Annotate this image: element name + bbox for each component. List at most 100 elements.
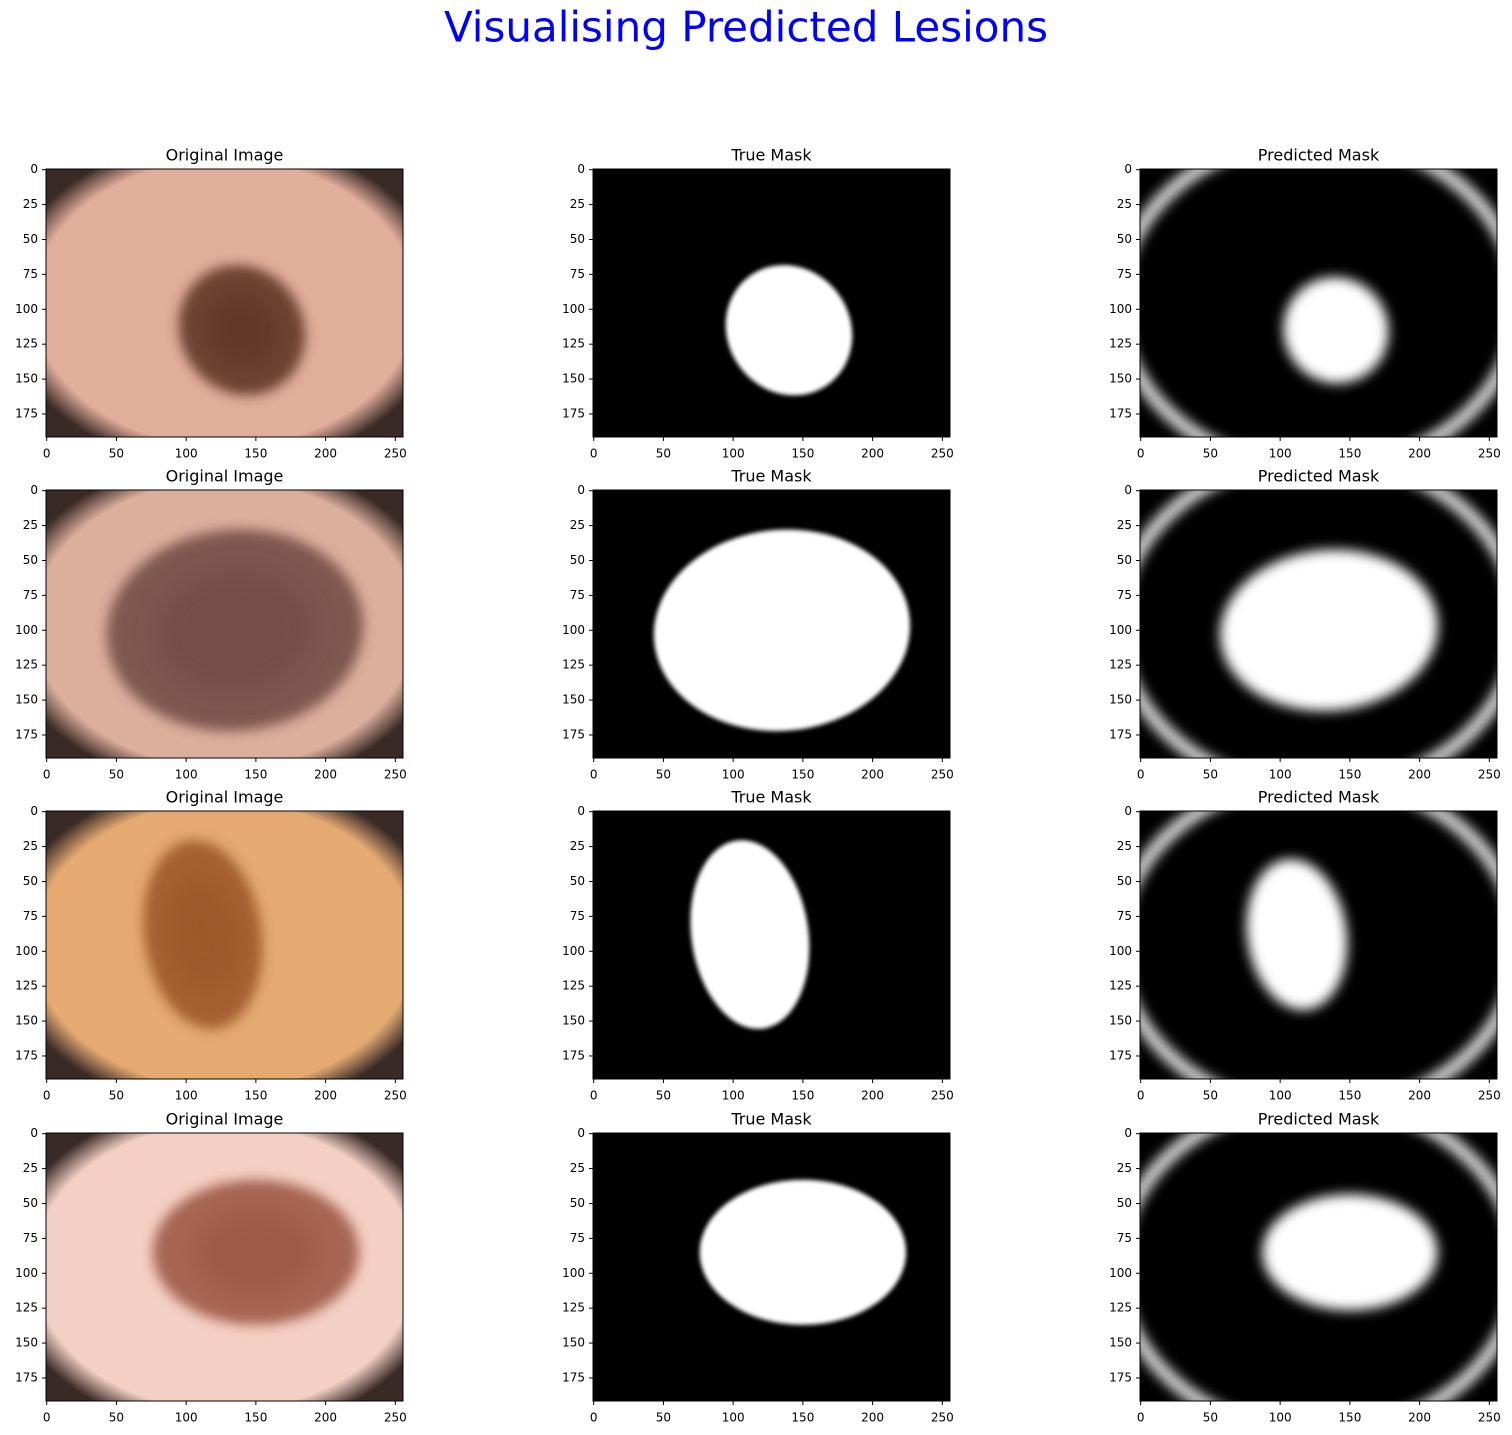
y-tick-label: 100 [15, 1266, 38, 1280]
y-tick-label: 150 [562, 1336, 585, 1350]
x-tick-label: 50 [656, 447, 671, 461]
y-tick-label: 25 [23, 839, 38, 853]
x-tick-label: 150 [791, 447, 814, 461]
axes-frame [45, 168, 404, 438]
y-tick-label: 150 [15, 1014, 38, 1028]
x-tick-label: 0 [590, 447, 598, 461]
y-tick-label: 75 [23, 1231, 38, 1245]
y-tick-label: 175 [562, 1370, 585, 1384]
y-tick-label: 25 [570, 518, 585, 532]
x-tick-label: 150 [791, 768, 814, 782]
subplot-title: True Mask [730, 788, 812, 807]
y-tick-label: 0 [1124, 804, 1132, 818]
x-tick-label: 150 [1338, 768, 1361, 782]
x-tick-label: 200 [1408, 447, 1431, 461]
x-tick-label: 0 [43, 1411, 51, 1425]
image [46, 1133, 403, 1401]
x-tick-label: 200 [861, 768, 884, 782]
x-tick-label: 100 [175, 768, 198, 782]
y-tick-label: 50 [1117, 874, 1132, 888]
y-tick-label: 100 [562, 1266, 585, 1280]
y-tick-label: 25 [1117, 197, 1132, 211]
x-tick-label: 150 [1338, 1089, 1361, 1103]
x-tick-label: 0 [43, 768, 51, 782]
y-tick-label: 150 [15, 372, 38, 386]
y-tick-label: 0 [577, 804, 585, 818]
x-tick-label: 250 [931, 1411, 954, 1425]
y-tick-label: 150 [562, 1014, 585, 1028]
x-tick-label: 200 [861, 1411, 884, 1425]
y-tick-label: 25 [570, 197, 585, 211]
mask-region [725, 265, 853, 396]
y-tick-label: 150 [15, 693, 38, 707]
x-tick-label: 0 [590, 1089, 598, 1103]
y-tick-label: 100 [562, 944, 585, 958]
y-tick-label: 125 [15, 979, 38, 993]
x-tick-label: 200 [861, 1089, 884, 1103]
x-tick-label: 50 [656, 1089, 671, 1103]
y-tick-label: 0 [1124, 1126, 1132, 1140]
x-tick-label: 0 [1137, 447, 1145, 461]
y-tick-label: 50 [23, 1196, 38, 1210]
y-tick-label: 75 [1117, 1231, 1132, 1245]
y-tick-label: 0 [30, 162, 38, 176]
subplot-title: Original Image [166, 146, 284, 165]
x-tick-label: 100 [1269, 1089, 1292, 1103]
axes-frame [1139, 810, 1498, 1080]
y-tick-label: 125 [1109, 658, 1132, 672]
y-tick-label: 25 [23, 1161, 38, 1175]
lesion-core [167, 877, 239, 992]
y-tick-label: 25 [570, 839, 585, 853]
y-tick-label: 175 [562, 1048, 585, 1062]
subplot-title: Original Image [166, 1110, 284, 1129]
x-tick-label: 150 [244, 1089, 267, 1103]
x-tick-label: 0 [590, 1411, 598, 1425]
x-tick-label: 250 [1478, 768, 1501, 782]
y-tick-label: 175 [15, 1048, 38, 1062]
x-tick-label: 100 [1269, 768, 1292, 782]
y-tick-label: 100 [15, 944, 38, 958]
y-tick-label: 25 [1117, 1161, 1132, 1175]
y-tick-label: 50 [570, 1196, 585, 1210]
x-tick-label: 0 [1137, 1089, 1145, 1103]
mask-region [1262, 1194, 1438, 1311]
y-tick-label: 175 [15, 406, 38, 420]
x-tick-label: 0 [590, 768, 598, 782]
mask-region [653, 529, 911, 732]
image [46, 811, 403, 1079]
y-tick-label: 50 [1117, 232, 1132, 246]
y-tick-label: 175 [562, 727, 585, 741]
x-tick-label: 50 [656, 768, 671, 782]
x-tick-label: 250 [1478, 1089, 1501, 1103]
x-tick-label: 100 [175, 1411, 198, 1425]
x-tick-label: 200 [861, 447, 884, 461]
x-tick-label: 100 [722, 447, 745, 461]
image [593, 169, 950, 437]
y-tick-label: 100 [562, 302, 585, 316]
x-tick-label: 50 [1203, 1089, 1218, 1103]
y-tick-label: 125 [15, 658, 38, 672]
y-tick-label: 100 [1109, 623, 1132, 637]
x-tick-label: 200 [314, 1411, 337, 1425]
x-tick-label: 250 [931, 1089, 954, 1103]
y-tick-label: 0 [1124, 483, 1132, 497]
y-tick-label: 125 [1109, 979, 1132, 993]
x-tick-label: 250 [384, 768, 407, 782]
x-tick-label: 200 [314, 1089, 337, 1103]
axes-frame [592, 168, 951, 438]
x-tick-label: 200 [1408, 1089, 1431, 1103]
y-tick-label: 0 [30, 483, 38, 497]
x-tick-label: 100 [722, 1411, 745, 1425]
subplot-title: Predicted Mask [1258, 1110, 1380, 1129]
x-tick-label: 250 [384, 447, 407, 461]
y-tick-label: 75 [570, 1231, 585, 1245]
x-tick-label: 200 [1408, 768, 1431, 782]
subplot-title: Predicted Mask [1258, 146, 1380, 165]
subplot-title: True Mask [730, 146, 812, 165]
image [593, 1133, 950, 1401]
axes-frame [1139, 1132, 1498, 1402]
x-tick-label: 100 [175, 1089, 198, 1103]
x-tick-label: 200 [1408, 1411, 1431, 1425]
y-tick-label: 175 [1109, 727, 1132, 741]
y-tick-label: 50 [570, 553, 585, 567]
